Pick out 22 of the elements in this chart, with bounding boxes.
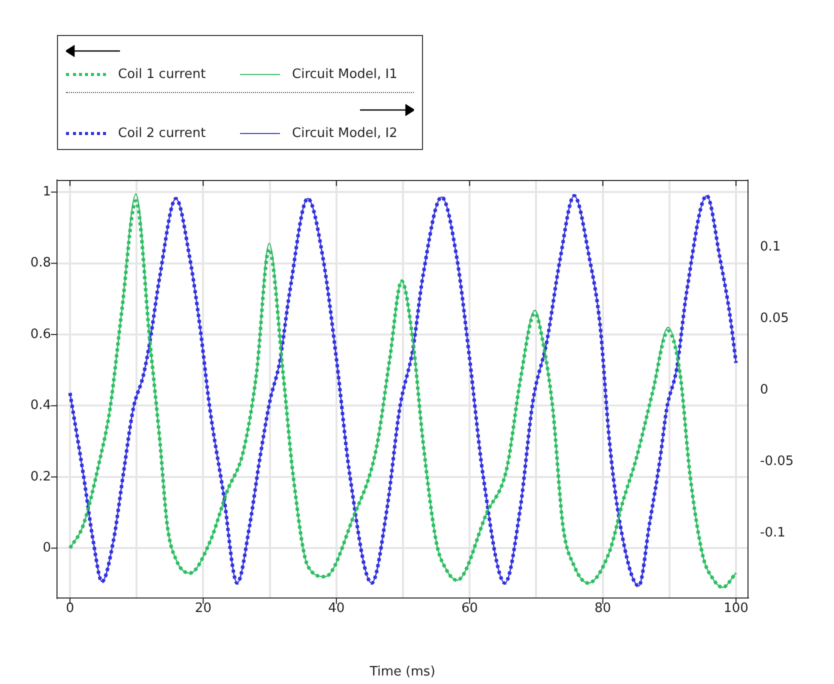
y2-tick-label: -0.05 bbox=[760, 454, 794, 469]
x-axis-title: Time (ms) bbox=[368, 664, 436, 680]
legend-label: Coil 1 current bbox=[118, 66, 206, 82]
x-tick-label: 40 bbox=[328, 601, 345, 616]
y-tick-label: 0.4 bbox=[30, 398, 51, 414]
y-tick-label: 0.2 bbox=[30, 469, 51, 484]
x-tick-label: 100 bbox=[724, 601, 748, 616]
x-tick-label: 80 bbox=[594, 601, 612, 616]
x-tick-label: 20 bbox=[194, 601, 212, 616]
x-tick-label: 0 bbox=[66, 601, 74, 616]
y2-tick-label: 0 bbox=[760, 382, 768, 398]
y-tick-label: 0.6 bbox=[30, 326, 51, 342]
y-tick-label: 0.8 bbox=[30, 256, 51, 271]
legend-label: Circuit Model, I2 bbox=[292, 126, 398, 140]
y-tick-label: 1 bbox=[42, 184, 51, 200]
y2-tick-label: -0.1 bbox=[760, 525, 786, 540]
y2-tick-label: 0.05 bbox=[760, 310, 789, 326]
y-tick-label: 0 bbox=[42, 540, 51, 556]
y2-tick-label: 0.1 bbox=[760, 240, 781, 255]
legend-label: Coil 2 current bbox=[118, 126, 206, 140]
legend-label: Circuit Model, I1 bbox=[292, 66, 398, 82]
x-tick-label: 60 bbox=[461, 601, 478, 616]
